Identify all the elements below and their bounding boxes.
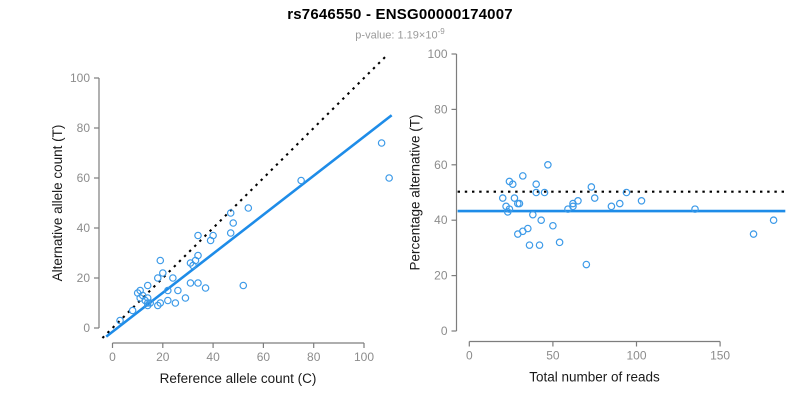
data-point — [510, 194, 519, 202]
data-point — [194, 279, 202, 287]
data-point — [637, 197, 646, 205]
data-point — [569, 202, 577, 211]
y-tick-label: 0 — [83, 321, 90, 335]
x-tick-label: 60 — [257, 350, 271, 364]
data-point — [544, 161, 552, 169]
data-point — [297, 176, 305, 185]
data-point — [532, 180, 540, 188]
data-point — [244, 204, 253, 212]
data-point — [749, 230, 758, 238]
data-point — [153, 274, 162, 282]
data-point — [540, 188, 549, 197]
data-point — [226, 229, 235, 237]
y-tick-label: 20 — [77, 271, 91, 285]
data-point — [159, 269, 167, 277]
x-tick-label: 20 — [156, 350, 170, 364]
data-point — [186, 279, 195, 287]
data-point — [555, 238, 564, 247]
y-tick-label: 60 — [434, 158, 448, 172]
y-tick-label: 20 — [434, 269, 448, 283]
x-tick-label: 80 — [307, 350, 321, 364]
data-point — [226, 209, 235, 217]
x-tick-label: 50 — [546, 349, 560, 363]
y-tick-label: 100 — [70, 71, 90, 85]
data-point — [143, 299, 152, 307]
data-point — [164, 286, 172, 295]
data-point — [169, 274, 177, 282]
data-point — [164, 296, 172, 305]
data-point — [181, 294, 190, 302]
data-point — [171, 299, 180, 307]
data-point — [194, 231, 202, 240]
y-tick-label: 40 — [434, 213, 448, 227]
data-point — [156, 256, 165, 265]
data-point — [503, 208, 512, 216]
data-point — [174, 286, 182, 295]
data-point — [622, 188, 631, 197]
data-point — [532, 188, 540, 197]
y-tick-label: 40 — [77, 221, 91, 235]
data-point — [116, 316, 124, 325]
data-point — [587, 183, 596, 191]
data-point — [519, 172, 527, 180]
data-point — [209, 231, 217, 240]
data-point — [153, 301, 162, 310]
data-point — [607, 202, 616, 211]
data-point — [513, 230, 522, 238]
data-point — [515, 199, 524, 208]
data-point — [143, 301, 152, 310]
data-point — [574, 197, 582, 205]
data-point — [498, 194, 507, 202]
y-tick-label: 80 — [434, 102, 448, 116]
y-axis-title: Alternative allele count (T) — [50, 125, 65, 282]
chart-header: rs7646550 - ENSG00000174007 p-value: 1.1… — [0, 6, 800, 42]
x-tick-label: 100 — [626, 349, 646, 363]
p-value-exponent: -9 — [437, 27, 445, 36]
y-axis-title: Percentage alternative (T) — [408, 114, 423, 270]
p-value-text: p-value: 1.19×10 — [355, 29, 438, 42]
y-tick-label: 60 — [77, 171, 91, 185]
data-point — [549, 221, 557, 230]
x-tick-label: 150 — [710, 349, 730, 363]
data-point — [194, 251, 202, 260]
x-axis-title: Total number of reads — [529, 370, 660, 385]
chart-title: rs7646550 - ENSG00000174007 — [287, 6, 513, 23]
identity-line — [101, 56, 387, 339]
data-point — [156, 299, 165, 307]
data-point — [229, 219, 238, 227]
x-tick-label: 0 — [109, 350, 116, 364]
data-point — [508, 180, 517, 188]
data-point — [189, 261, 197, 270]
data-point — [377, 139, 386, 147]
regression-line — [105, 114, 393, 338]
data-point — [385, 174, 393, 182]
data-point — [615, 199, 624, 208]
chart-subtitle: p-value: 1.19×10-9 — [0, 27, 800, 42]
data-point — [143, 281, 152, 290]
data-point — [691, 205, 699, 213]
x-axis-title: Reference allele count (C) — [160, 371, 317, 386]
data-point — [582, 260, 591, 269]
data-point — [128, 306, 137, 315]
y-tick-label: 100 — [427, 47, 447, 61]
data-point — [239, 281, 248, 290]
data-point — [201, 284, 210, 292]
data-point — [769, 216, 778, 225]
x-tick-label: 40 — [206, 350, 220, 364]
data-point — [537, 216, 545, 225]
data-point — [143, 294, 152, 302]
data-point — [529, 210, 537, 219]
y-tick-label: 80 — [77, 121, 91, 135]
data-point — [535, 241, 544, 249]
x-tick-label: 100 — [354, 350, 374, 364]
x-tick-label: 0 — [466, 349, 473, 363]
data-point — [525, 241, 534, 249]
y-tick-label: 0 — [441, 324, 448, 338]
data-point — [590, 194, 599, 202]
